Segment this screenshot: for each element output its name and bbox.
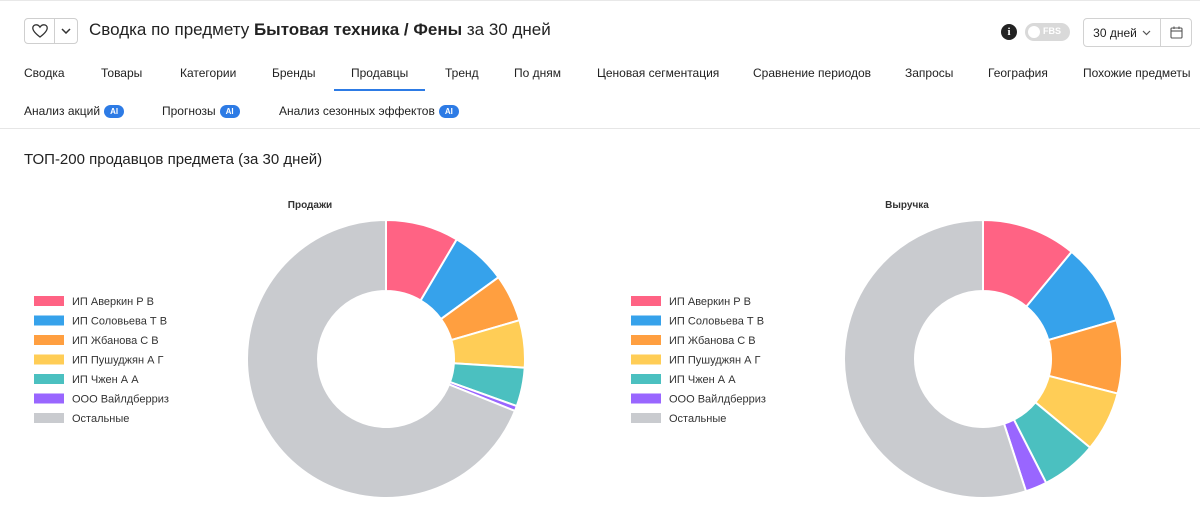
- legend-label: ИП Соловьева Т В: [669, 316, 764, 328]
- legend-label: ИП Чжен А А: [669, 374, 736, 386]
- favorite-dropdown-button[interactable]: [55, 19, 77, 43]
- legend-swatch: [34, 413, 64, 423]
- legend-swatch: [34, 335, 64, 345]
- legend-label: Остальные: [72, 413, 129, 425]
- chevron-down-icon: [61, 28, 71, 34]
- tab-analiz-aktsiy[interactable]: Анализ акций AI: [24, 104, 125, 118]
- chevron-down-icon: [1142, 30, 1151, 35]
- active-tab-indicator: [334, 89, 425, 91]
- legend-label: ИП Жбанова С В: [72, 335, 159, 347]
- tab-analiz-sezonnykh-effektov[interactable]: Анализ сезонных эффектов AI: [279, 104, 459, 118]
- legend-item-остальные[interactable]: Остальные: [631, 413, 726, 425]
- legend-swatch: [631, 296, 661, 306]
- legend-item-ип-жбанова-с-в[interactable]: ИП Жбанова С В: [34, 335, 159, 347]
- tab-svodka[interactable]: Сводка: [24, 66, 65, 80]
- legend-swatch: [631, 354, 661, 365]
- tab-sravnenie-periodov[interactable]: Сравнение периодов: [753, 66, 872, 80]
- legend-label: ООО Вайлдберриз: [72, 394, 169, 406]
- page-title: Сводка по предмету Бытовая техника / Фен…: [89, 20, 551, 40]
- legend-label: ИП Пушуджян А Г: [72, 355, 163, 367]
- legend-item-ооо-вайлдберриз[interactable]: ООО Вайлдберриз: [34, 393, 169, 406]
- section-title: ТОП-200 продавцов предмета (за 30 дней): [24, 151, 323, 168]
- tab-zaprosy[interactable]: Запросы: [905, 66, 954, 80]
- legend-swatch: [631, 315, 661, 326]
- period-selector-group: 30 дней: [1083, 18, 1192, 47]
- legend-item-ип-чжен-а-а[interactable]: ИП Чжен А А: [631, 374, 736, 386]
- chart-title: Выручка: [885, 200, 929, 211]
- tab-pokhozhie-predmety[interactable]: Похожие предметы: [1083, 66, 1191, 80]
- donut-chart-выручка: Выручка ИП Аверкин Р В ИП Соловьева Т В ИП …: [631, 200, 1123, 499]
- ai-badge: AI: [438, 105, 459, 118]
- legend-label: Остальные: [669, 413, 726, 425]
- period-divider: [1160, 19, 1161, 46]
- chart-title: Продажи: [288, 200, 332, 211]
- calendar-button[interactable]: [1161, 19, 1191, 46]
- period-select-value: 30 дней: [1093, 25, 1137, 40]
- subject-name: Бытовая техника / Фены: [253, 20, 463, 39]
- calendar-icon: [1169, 26, 1183, 39]
- legend-swatch: [34, 315, 64, 326]
- header-bar: Сводка по предмету Бытовая техника / Фен…: [0, 0, 1200, 129]
- tab-tsenovaya-segmentatsiya[interactable]: Ценовая сегментация: [597, 66, 720, 80]
- legend-swatch: [34, 354, 64, 365]
- legend-label: ИП Аверкин Р В: [669, 296, 751, 308]
- info-icon[interactable]: i: [1001, 24, 1017, 40]
- toggle-knob: [1028, 26, 1040, 38]
- legend-item-ип-пушуджян-а-г[interactable]: ИП Пушуджян А Г: [34, 354, 163, 367]
- donut-chart-продажи: Продажи ИП Аверкин Р В ИП Соловьева Т В ИП …: [34, 200, 526, 499]
- legend-item-ип-аверкин-р-в[interactable]: ИП Аверкин Р В: [631, 296, 751, 308]
- tab-po-dnyam[interactable]: По дням: [514, 66, 562, 80]
- tab-label: Прогнозы: [162, 104, 216, 118]
- tab-geografiya[interactable]: География: [988, 66, 1048, 80]
- legend-label: ИП Аверкин Р В: [72, 296, 154, 308]
- tab-tovary[interactable]: Товары: [101, 66, 143, 80]
- legend-swatch: [34, 374, 64, 384]
- favorite-button[interactable]: [25, 19, 54, 43]
- legend-item-ип-жбанова-с-в[interactable]: ИП Жбанова С В: [631, 335, 756, 347]
- period-select[interactable]: 30 дней: [1084, 19, 1160, 46]
- title-prefix: Сводка по предмету: [89, 20, 250, 39]
- donut-slice-остальные[interactable]: [843, 218, 1028, 499]
- legend-swatch: [631, 413, 661, 423]
- favorite-button-group: [24, 18, 78, 44]
- donut-slice-остальные[interactable]: [246, 218, 517, 499]
- period-label: за 30 дней: [466, 20, 551, 39]
- legend-item-ооо-вайлдберриз[interactable]: ООО Вайлдберриз: [631, 393, 766, 406]
- tab-prodavtsy[interactable]: Продавцы: [351, 66, 409, 80]
- legend-swatch: [631, 393, 661, 404]
- legend-label: ИП Соловьева Т В: [72, 316, 167, 328]
- ai-badge: AI: [104, 105, 125, 118]
- legend-item-ип-аверкин-р-в[interactable]: ИП Аверкин Р В: [34, 296, 154, 308]
- legend-swatch: [34, 296, 64, 306]
- tab-prognozy[interactable]: Прогнозы AI: [162, 104, 240, 118]
- tab-label: Анализ акций: [24, 104, 101, 118]
- tab-label: Анализ сезонных эффектов: [279, 104, 435, 118]
- legend-label: ИП Пушуджян А Г: [669, 355, 760, 367]
- legend-item-остальные[interactable]: Остальные: [34, 413, 129, 425]
- fbs-label: FBS: [1043, 26, 1061, 36]
- legend-item-ип-соловьева-т-в[interactable]: ИП Соловьева Т В: [34, 315, 167, 328]
- legend-label: ИП Чжен А А: [72, 374, 139, 386]
- tab-kategorii[interactable]: Категории: [180, 66, 237, 80]
- heart-icon: [31, 24, 48, 38]
- fbs-toggle[interactable]: FBS: [1025, 23, 1070, 41]
- legend-item-ип-пушуджян-а-г[interactable]: ИП Пушуджян А Г: [631, 354, 760, 367]
- legend-swatch: [34, 393, 64, 404]
- legend-label: ИП Жбанова С В: [669, 335, 756, 347]
- favorite-divider: [54, 19, 55, 43]
- legend-item-ип-соловьева-т-в[interactable]: ИП Соловьева Т В: [631, 315, 764, 328]
- ai-badge: AI: [219, 105, 240, 118]
- tab-trend[interactable]: Тренд: [445, 66, 479, 80]
- top-divider: [0, 0, 1200, 1]
- legend-swatch: [631, 374, 661, 384]
- legend-item-ип-чжен-а-а[interactable]: ИП Чжен А А: [34, 374, 139, 386]
- tab-brendy[interactable]: Бренды: [272, 66, 316, 80]
- legend-swatch: [631, 335, 661, 345]
- legend-label: ООО Вайлдберриз: [669, 394, 766, 406]
